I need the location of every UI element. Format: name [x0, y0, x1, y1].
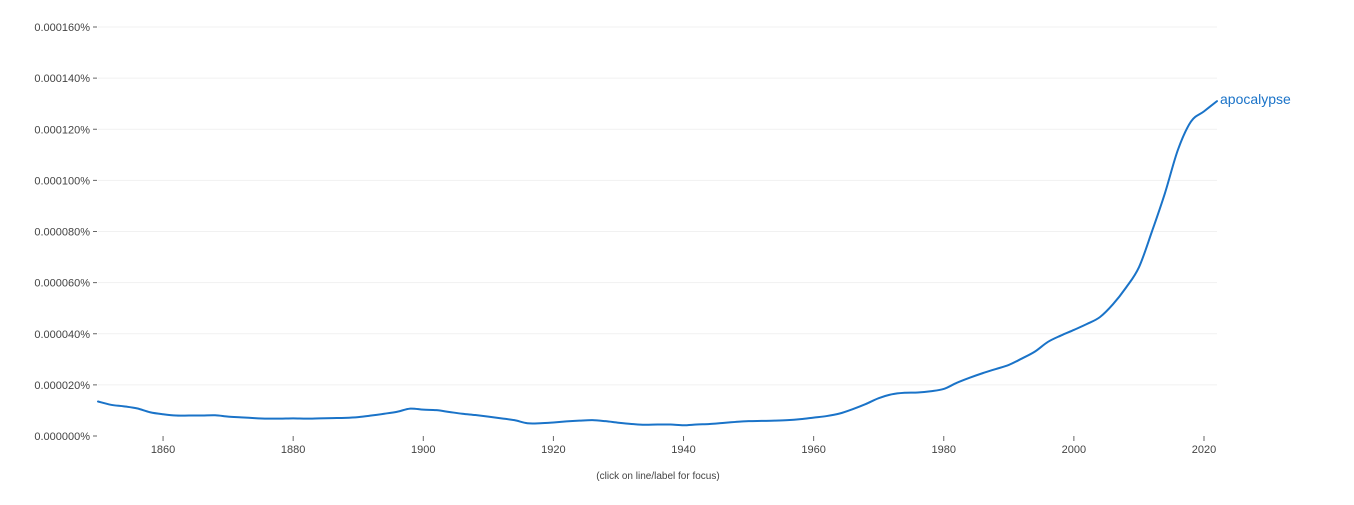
x-tick-label: 1920 — [541, 444, 565, 456]
y-tick-label: 0.000080% — [34, 227, 90, 239]
x-tick-label: 1900 — [411, 444, 435, 456]
y-tick-label: 0.000140% — [34, 73, 90, 85]
series-labels[interactable]: apocalypse — [1220, 91, 1291, 107]
x-tick-label: 2000 — [1062, 444, 1086, 456]
x-tick-label: 1960 — [801, 444, 825, 456]
x-axis: 1860 1880 1900 1920 1940 1960 1980 2000 2020 — [151, 436, 1216, 456]
x-tick-label: 2020 — [1192, 444, 1216, 456]
grid-lines — [98, 26, 1217, 386]
series-label-apocalypse[interactable]: apocalypse — [1220, 91, 1291, 107]
y-tick-label: 0.000040% — [34, 329, 90, 341]
x-tick-label: 1880 — [281, 444, 305, 456]
y-tick-label: 0.000000% — [34, 431, 90, 443]
y-tick-label: 0.000020% — [34, 380, 90, 392]
x-tick-label: 1940 — [671, 444, 695, 456]
y-tick-label: 0.000160% — [34, 22, 90, 34]
y-tick-label: 0.000060% — [34, 278, 90, 290]
x-tick-label: 1860 — [151, 444, 175, 456]
y-tick-label: 0.000100% — [34, 175, 90, 187]
y-tick-label: 0.000120% — [34, 124, 90, 136]
series-lines[interactable] — [97, 100, 1218, 427]
y-axis: 0.000000% 0.000020% 0.000040% 0.000060% 0.00… — [34, 22, 97, 443]
x-tick-label: 1980 — [932, 444, 956, 456]
series-line-apocalypse[interactable] — [97, 100, 1218, 427]
focus-hint: (click on line/label for focus) — [596, 471, 720, 482]
